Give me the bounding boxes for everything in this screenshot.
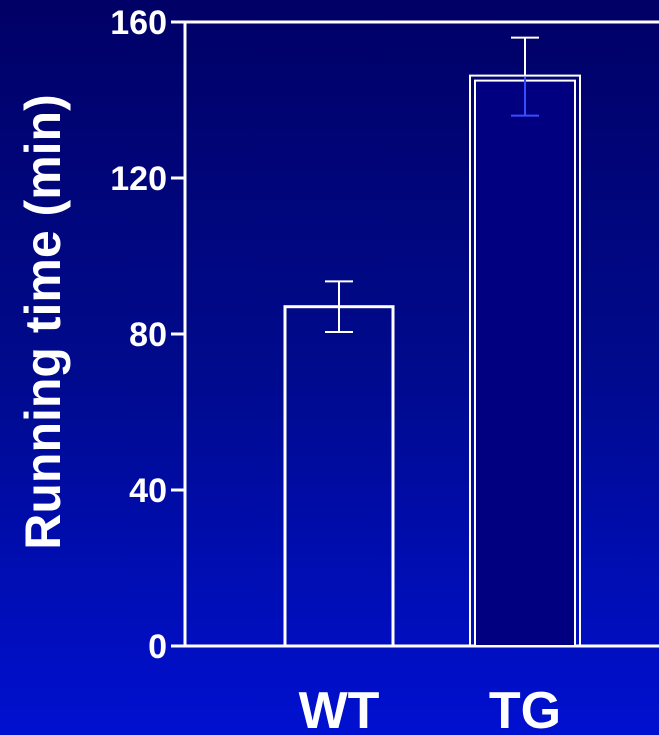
x-labels: WT TG: [299, 682, 562, 735]
y-tick-label: 120: [110, 160, 167, 198]
bar-tg: [474, 79, 576, 648]
error-bars: [325, 36, 539, 334]
chart-axes: [183, 20, 659, 648]
bar-wt: [283, 305, 395, 648]
x-category-label: TG: [489, 682, 561, 735]
y-tick-label: 0: [148, 628, 167, 666]
y-axis-title: Running time (min): [15, 94, 71, 550]
y-tick-label: 160: [110, 4, 167, 42]
y-tick-label: 40: [129, 472, 167, 510]
y-tick-label: 80: [129, 316, 167, 354]
x-category-label: WT: [299, 682, 380, 735]
y-ticks: 0 40 80 120 160: [110, 4, 185, 666]
bars: [283, 74, 581, 648]
